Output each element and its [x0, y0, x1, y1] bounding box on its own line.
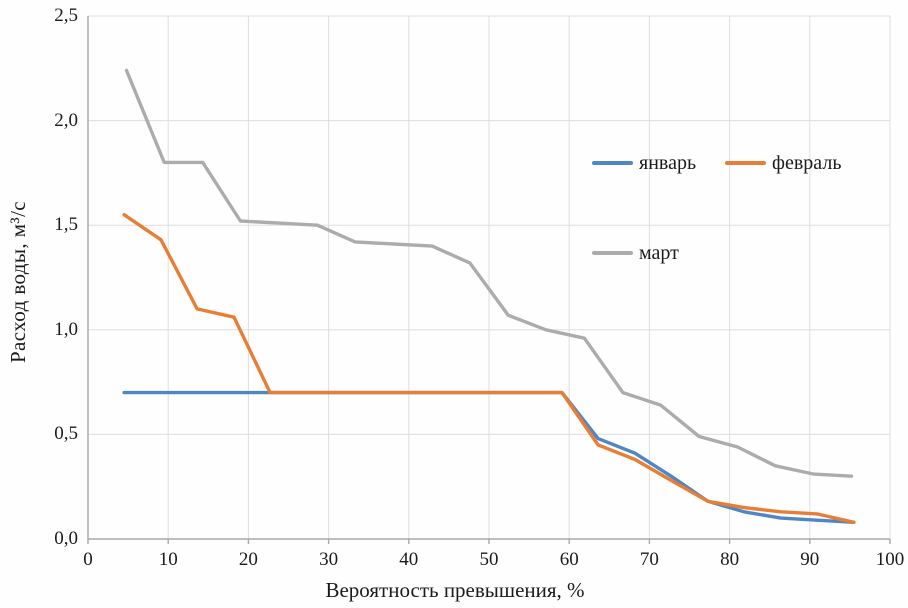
x-tick-label-60: 60	[559, 549, 579, 570]
y-axis-title: Расход воды, м³/с	[6, 200, 30, 364]
legend-swatch-january	[592, 161, 633, 165]
legend-label-march: март	[639, 241, 679, 264]
x-tick-label-50: 50	[479, 549, 499, 570]
x-tick-label-90: 90	[800, 549, 820, 570]
y-tick-label-0,0: 0,0	[54, 528, 78, 549]
y-tick-label-2,0: 2,0	[54, 109, 78, 131]
x-tick-label-30: 30	[319, 549, 339, 570]
legend-label-january: январь	[639, 151, 697, 174]
x-tick-label-80: 80	[720, 549, 740, 570]
legend-swatch-march	[592, 251, 633, 255]
legend-label-february: февраль	[772, 151, 842, 174]
x-tick-label-70: 70	[639, 549, 659, 570]
y-tick-label-1,5: 1,5	[54, 214, 78, 236]
y-tick-label-2,5: 2,5	[54, 5, 78, 26]
x-tick-label-0: 0	[83, 549, 93, 570]
y-tick-label-0,5: 0,5	[54, 423, 78, 445]
legend-item-january: январь	[592, 151, 696, 175]
x-tick-label-40: 40	[399, 549, 419, 570]
x-tick-label-10: 10	[158, 549, 178, 570]
legend-item-march: март	[592, 241, 679, 265]
x-tick-label-100: 100	[875, 549, 905, 570]
series-line-february	[122, 212, 856, 524]
series-line-march	[124, 68, 854, 478]
x-tick-label-20: 20	[238, 549, 258, 570]
x-axis-title: Вероятность превышения, %	[325, 578, 585, 602]
legend-swatch-february	[725, 161, 766, 165]
legend-item-february: февраль	[725, 151, 841, 175]
y-tick-label-1,0: 1,0	[54, 318, 78, 340]
